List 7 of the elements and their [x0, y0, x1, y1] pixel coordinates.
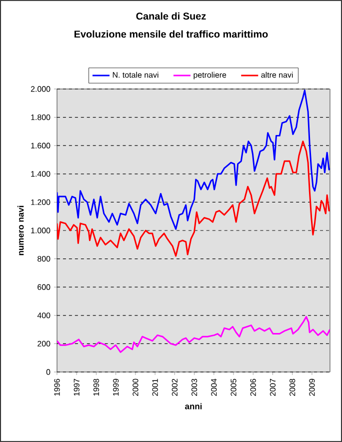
y-axis-title: numero navi — [17, 206, 24, 256]
line-series — [57, 90, 330, 230]
chart-title: Canale di Suez — [136, 12, 206, 20]
line-series — [57, 140, 330, 257]
x-axis-title: anni — [185, 403, 202, 410]
chart-subtitle: Evoluzione mensile del traffico marittimo — [74, 30, 268, 38]
line-series — [57, 316, 330, 353]
